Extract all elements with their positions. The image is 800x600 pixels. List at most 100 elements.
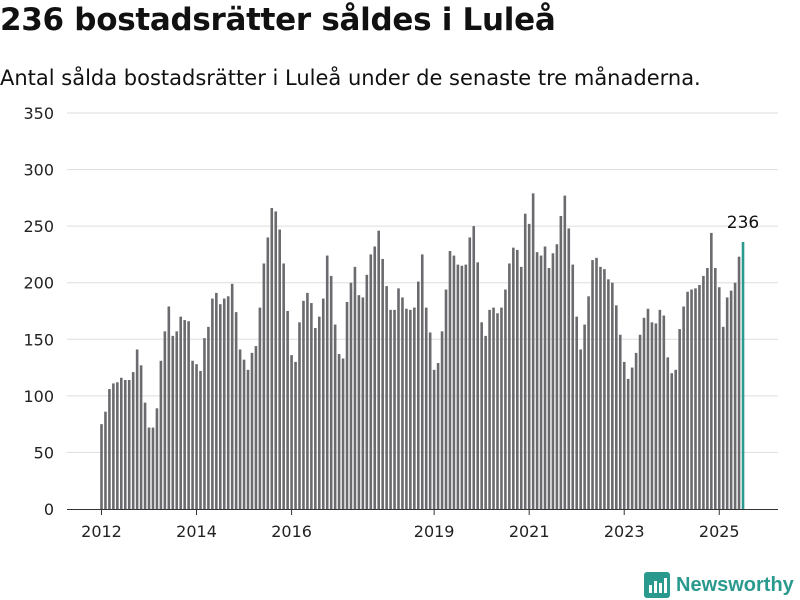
bar [409,309,412,509]
bar [440,331,444,509]
bar [306,292,309,509]
bar [551,253,555,509]
bar [642,317,646,509]
bar [286,311,289,509]
bar [203,338,206,509]
latest-value-label: 236 [727,213,759,233]
bar [262,263,266,509]
x-tick-label: 2021 [509,522,550,541]
bar [183,320,186,509]
bar [492,307,495,509]
bar [543,246,547,509]
bar [199,370,202,509]
bar [337,353,341,509]
bar [583,324,586,509]
bar [563,195,567,509]
bar [147,427,151,509]
bar [397,288,400,509]
bar [195,364,198,509]
bar [120,377,123,509]
y-tick-label: 0 [44,500,54,519]
bar [179,316,182,509]
bar [274,211,278,510]
bar [662,315,666,509]
bar [321,298,325,509]
bar [504,289,507,509]
bar [666,357,670,509]
bar [266,237,270,509]
bar [682,306,685,509]
bar [452,255,456,509]
y-tick-label: 200 [23,274,54,293]
bar [258,307,262,509]
bar [476,262,479,509]
bar [298,322,301,509]
bar [226,296,230,509]
bar [333,324,337,509]
bar [290,355,293,509]
bar [567,228,571,510]
bar [698,284,701,509]
bar [155,408,159,509]
bar [658,309,662,509]
bar [599,266,602,509]
page-subtitle: Antal sålda bostadsrätter i Luleå under … [0,66,701,90]
bar [725,297,729,509]
bar [361,297,365,509]
bar [535,252,539,509]
bar [444,289,448,509]
x-tick-label: 2023 [604,522,645,541]
bar [175,331,179,509]
bar [670,373,674,509]
bar [618,334,622,509]
bar [721,326,725,509]
bar [345,301,349,509]
y-tick-label: 350 [23,104,54,123]
bar [191,360,194,509]
x-tick-label: 2025 [699,522,740,541]
bar [516,249,519,509]
y-tick-label: 100 [23,387,54,406]
bar [523,213,527,509]
bar [436,363,440,509]
bar [737,256,741,509]
bar [424,307,428,509]
bar [413,307,416,509]
brand-logo: Newsworthy [644,570,794,600]
bar [448,251,452,509]
bar [575,316,578,509]
bar [531,193,535,509]
bar [674,369,677,509]
bar [314,327,317,509]
y-axis-ticks: 0 50 100 150 200 250 300 350 [23,104,54,519]
bar [417,281,420,509]
page-title: 236 bostadsrätter såldes i Luleå [0,2,556,38]
y-tick-label: 150 [23,330,54,349]
bar [401,297,404,509]
bar [733,282,737,509]
bar [603,269,606,509]
bar [234,312,238,509]
bar [405,308,408,509]
bar [215,292,218,509]
bar [464,264,468,509]
bar [480,322,483,509]
bar [163,331,167,509]
y-tick-label: 300 [23,161,54,180]
brand-name: Newsworthy [676,573,794,596]
bar [270,208,274,510]
bar [488,309,491,509]
bar [626,378,630,509]
bar [171,335,175,509]
bar [717,287,721,509]
bar [595,257,598,509]
bar [472,226,476,509]
bar [646,308,650,509]
x-tick-label: 2014 [176,522,217,541]
bar [238,349,242,509]
bar [381,258,384,509]
bar [512,247,515,509]
bar [500,307,503,509]
bar [694,288,697,509]
